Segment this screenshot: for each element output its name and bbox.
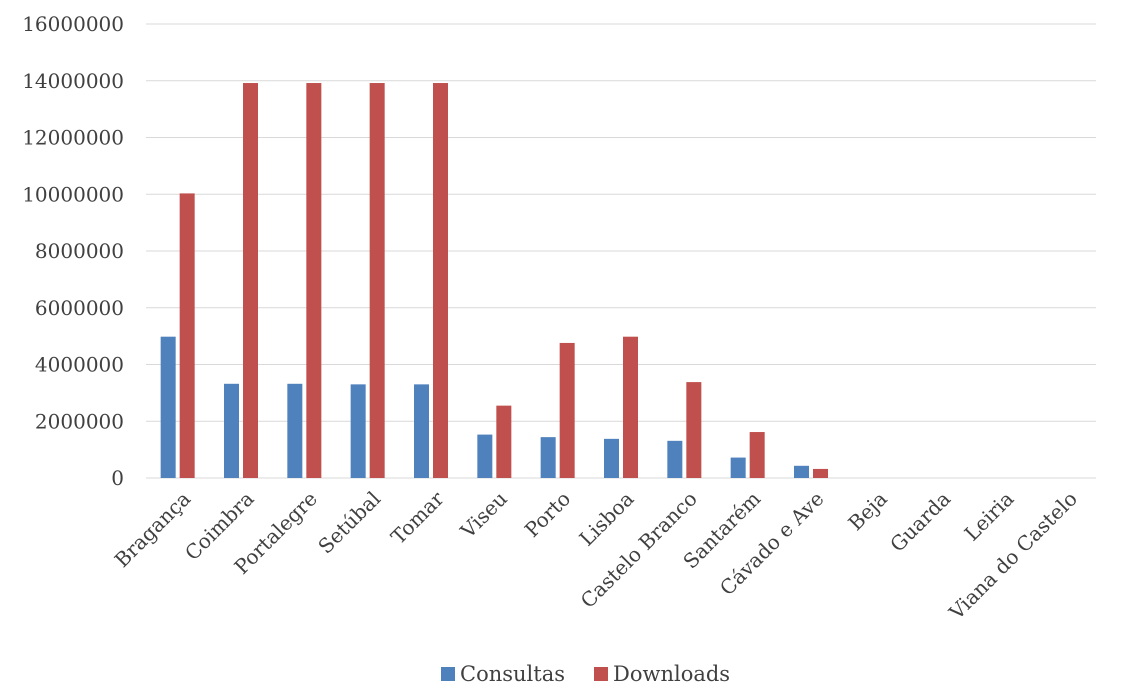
bar-consultas — [414, 384, 429, 478]
gridlines — [146, 23, 1096, 479]
bar-downloads — [623, 336, 638, 478]
bar-consultas — [540, 437, 556, 478]
bar-downloads — [813, 468, 828, 478]
bar-downloads — [433, 83, 448, 479]
y-tick-label: 12000000 — [22, 126, 124, 150]
y-tick-label: 6000000 — [35, 296, 124, 320]
x-tick-label: Setúbal — [313, 487, 385, 559]
bar-consultas — [794, 465, 809, 478]
bar-consultas — [730, 457, 746, 478]
bar-downloads — [179, 193, 195, 478]
x-tick-label: Viseu — [455, 486, 512, 543]
bar-downloads — [496, 405, 512, 478]
bar-consultas — [287, 383, 303, 478]
legend-label-downloads: Downloads — [613, 662, 730, 686]
y-tick-label: 16000000 — [22, 12, 124, 36]
x-tick-label: Bragança — [110, 487, 196, 573]
bar-downloads — [686, 382, 702, 478]
bar-consultas — [604, 438, 619, 478]
bar-downloads — [243, 83, 258, 479]
legend-label-consultas: Consultas — [460, 662, 565, 686]
bar-downloads — [559, 342, 575, 478]
bar-consultas — [160, 336, 176, 478]
bar-downloads — [306, 83, 322, 479]
legend-swatch-downloads — [594, 667, 608, 681]
y-tick-label: 4000000 — [35, 353, 124, 377]
y-tick-label: 8000000 — [35, 239, 124, 263]
legend: Consultas Downloads — [441, 662, 730, 686]
bar-consultas — [350, 384, 366, 478]
bar-consultas — [224, 383, 239, 478]
y-tick-label: 14000000 — [22, 69, 124, 93]
x-tick-label: Porto — [520, 487, 575, 542]
x-tick-label: Castelo Branco — [576, 487, 702, 613]
bar-consultas — [667, 440, 683, 478]
y-tick-label: 10000000 — [22, 182, 124, 206]
bar-downloads — [749, 432, 765, 478]
x-tick-label: Leiria — [960, 487, 1019, 546]
y-tick-label: 2000000 — [35, 409, 124, 433]
x-tick-label: Beja — [843, 487, 892, 536]
bar-downloads — [369, 83, 385, 479]
y-axis-ticks: 0 2000000 4000000 6000000 8000000 10000000 120… — [22, 12, 124, 490]
x-tick-label: Tomar — [386, 486, 449, 549]
x-tick-label: Lisboa — [574, 487, 638, 551]
y-tick-label: 0 — [111, 466, 124, 490]
x-tick-label: Guarda — [885, 487, 955, 557]
bars — [160, 83, 828, 479]
bar-consultas — [477, 434, 493, 478]
legend-swatch-consultas — [441, 667, 455, 681]
